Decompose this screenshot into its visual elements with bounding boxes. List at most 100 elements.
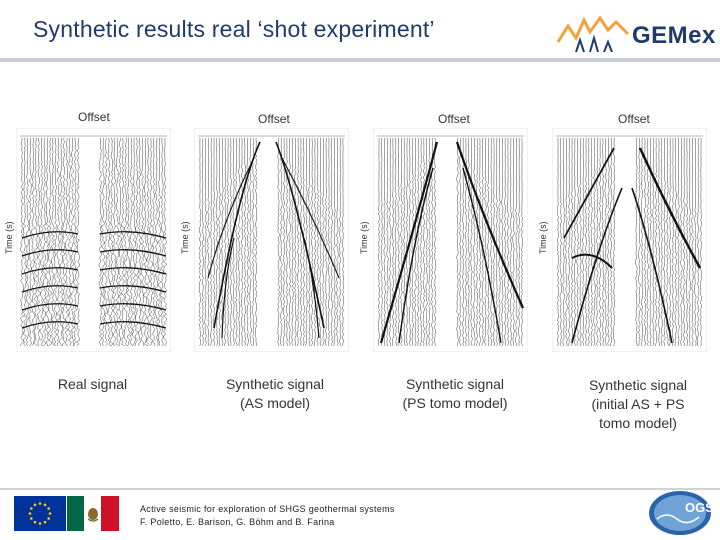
seismic-trace	[132, 137, 137, 347]
seismic-trace	[28, 137, 33, 347]
seismic-trace	[657, 137, 661, 347]
seismic-trace	[151, 137, 156, 347]
panel-4-caption-line-3: tomo model)	[599, 415, 677, 431]
seismic-trace	[400, 137, 403, 347]
eu-star	[38, 522, 42, 525]
seismic-trace	[149, 137, 153, 347]
seismic-event	[99, 267, 167, 275]
seismic-trace	[515, 137, 518, 347]
seismic-event	[221, 237, 235, 339]
seismic-trace	[308, 137, 311, 347]
seismic-event	[99, 303, 167, 311]
seismic-trace	[341, 137, 345, 347]
seismic-trace	[562, 137, 565, 347]
seismic-trace	[106, 138, 111, 347]
seismic-event	[21, 267, 79, 275]
seismic-trace	[25, 137, 30, 347]
seismic-trace	[297, 137, 300, 347]
seismic-trace	[104, 137, 109, 347]
eu-star	[33, 520, 37, 524]
seismic-trace	[612, 137, 616, 346]
seismic-trace	[249, 137, 252, 346]
seismic-trace	[484, 137, 487, 347]
panel-4-y-label: Time (s)	[538, 221, 548, 254]
seismic-event	[398, 167, 434, 344]
seismic-trace	[322, 137, 325, 347]
seismic-event	[631, 187, 673, 344]
header-divider	[0, 58, 720, 62]
seismic-trace	[688, 137, 691, 347]
eu-star	[38, 502, 42, 505]
seismic-event	[21, 303, 79, 311]
seismic-trace	[39, 137, 44, 347]
seismic-trace	[504, 137, 507, 346]
seismic-event	[213, 141, 261, 329]
seismic-trace	[584, 137, 588, 347]
eu-star	[30, 517, 33, 520]
eu-star	[48, 512, 52, 515]
seismic-trace	[680, 137, 683, 347]
seismic-trace	[383, 137, 386, 347]
seismic-trace	[64, 137, 69, 347]
seismic-trace	[411, 137, 414, 347]
seismic-trace	[699, 137, 703, 347]
seismic-trace	[129, 137, 134, 347]
seismic-trace	[576, 138, 579, 347]
seismic-trace	[655, 137, 658, 347]
seismic-trace	[67, 137, 72, 347]
seismogram-as-model	[194, 128, 349, 352]
seismic-trace	[333, 137, 336, 347]
seismic-trace	[143, 137, 148, 347]
seismic-trace	[330, 137, 333, 347]
seismic-trace	[201, 137, 204, 347]
seismic-trace	[481, 137, 484, 347]
eu-flag-icon	[14, 496, 66, 531]
seismic-trace	[42, 137, 47, 347]
seismic-trace	[559, 137, 562, 347]
seismic-trace	[123, 137, 128, 347]
panel-4-caption: Synthetic signal (initial AS + PS tomo m…	[563, 376, 713, 433]
seismic-trace	[433, 138, 437, 347]
seismic-event	[21, 321, 79, 329]
seismic-trace	[506, 137, 510, 347]
seismic-trace	[593, 137, 596, 347]
seismic-trace	[157, 137, 162, 347]
seismic-trace	[425, 137, 428, 347]
seismic-trace	[596, 137, 599, 347]
seismic-trace	[198, 137, 202, 347]
panel-1-y-label: Time (s)	[4, 221, 14, 254]
seismic-event	[379, 141, 439, 344]
seismic-trace	[652, 137, 655, 347]
seismic-trace	[666, 137, 669, 347]
seismic-trace	[140, 137, 145, 347]
seismic-trace	[120, 137, 125, 347]
ogs-logo-icon: OGS	[649, 491, 713, 535]
seismic-trace	[294, 137, 297, 347]
seismic-trace	[73, 137, 78, 347]
seismic-trace	[568, 138, 571, 347]
seismic-trace	[76, 137, 80, 347]
seismic-trace	[660, 137, 663, 347]
footer-text: Active seismic for exploration of SHGS g…	[140, 503, 395, 529]
slide-title: Synthetic results real ‘shot experiment’	[33, 16, 435, 42]
seismogram-initial-as-ps	[552, 128, 707, 352]
panel-2-caption-line-1: Synthetic signal	[225, 376, 325, 392]
seismic-trace	[598, 137, 602, 347]
seismic-trace	[62, 137, 66, 347]
seismic-trace	[697, 138, 700, 347]
seismic-trace	[573, 137, 576, 347]
seismic-trace	[473, 138, 476, 347]
seismic-trace	[470, 137, 473, 347]
seismic-trace	[638, 137, 641, 347]
seismic-trace	[305, 137, 308, 347]
eu-star	[28, 512, 32, 515]
ogs-logo-text: OGS	[685, 500, 713, 515]
seismic-trace	[691, 137, 694, 347]
seismic-trace	[422, 137, 426, 347]
seismic-trace	[101, 137, 106, 347]
seismic-trace	[419, 137, 423, 346]
seismic-event	[99, 321, 167, 329]
seismic-trace	[45, 137, 50, 347]
seismic-trace	[210, 137, 213, 347]
seismic-trace	[313, 137, 317, 347]
